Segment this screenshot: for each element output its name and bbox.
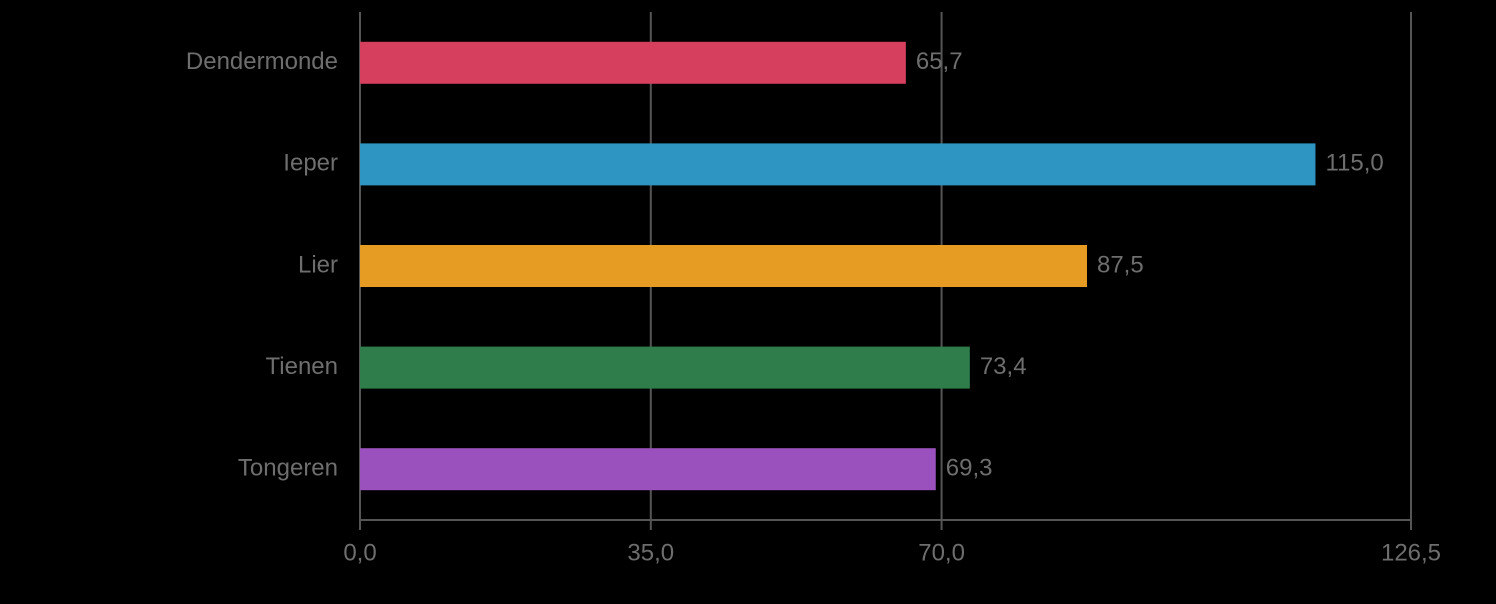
x-tick-label: 70,0 <box>918 539 965 566</box>
y-tick-label: Tongeren <box>238 455 338 482</box>
bar <box>360 346 970 389</box>
bar <box>360 143 1316 186</box>
value-label: 115,0 <box>1325 150 1383 177</box>
y-tick-label: Dendermonde <box>186 48 338 75</box>
value-label: 87,5 <box>1097 251 1144 278</box>
y-tick-label: Tienen <box>266 353 339 380</box>
value-label: 73,4 <box>980 353 1027 380</box>
bar <box>360 41 906 84</box>
x-tick-label: 126,5 <box>1381 539 1441 566</box>
bar <box>360 245 1087 287</box>
y-tick-label: Ieper <box>283 150 338 177</box>
bar <box>360 448 936 491</box>
x-tick-label: 35,0 <box>627 539 674 566</box>
value-label: 65,7 <box>916 48 963 75</box>
y-tick-label: Lier <box>298 251 338 278</box>
x-tick-label: 0,0 <box>343 539 376 566</box>
value-label: 69,3 <box>946 455 993 482</box>
